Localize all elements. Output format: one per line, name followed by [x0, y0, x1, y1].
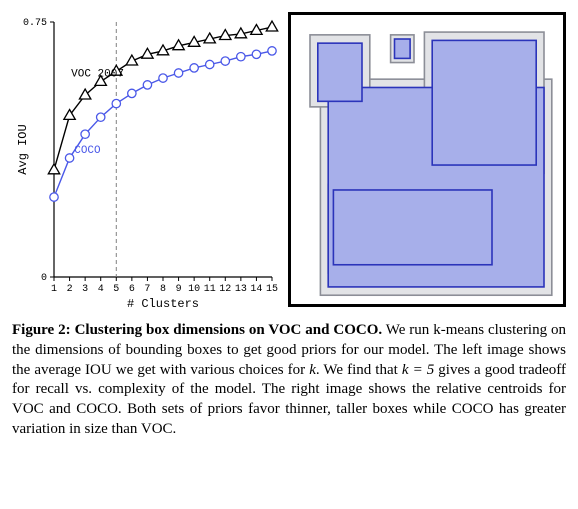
- svg-text:14: 14: [250, 284, 262, 295]
- svg-text:8: 8: [160, 284, 166, 295]
- box-diagram: [288, 12, 566, 307]
- svg-text:5: 5: [113, 284, 119, 295]
- caption-title: Clustering box dimensions on VOC and COC…: [75, 322, 383, 338]
- caption-label: Figure 2:: [12, 322, 71, 338]
- svg-text:1: 1: [51, 284, 57, 295]
- svg-text:10: 10: [188, 284, 200, 295]
- svg-text:15: 15: [266, 284, 278, 295]
- svg-text:0.75: 0.75: [23, 18, 47, 29]
- svg-text:4: 4: [98, 284, 104, 295]
- figure-row: 00.75123456789101112131415# ClustersAvg …: [12, 12, 566, 307]
- line-chart: 00.75123456789101112131415# ClustersAvg …: [12, 12, 280, 307]
- svg-text:3: 3: [82, 284, 88, 295]
- caption-kvar: k: [309, 362, 316, 378]
- svg-text:6: 6: [129, 284, 135, 295]
- svg-text:VOC 2007: VOC 2007: [71, 68, 124, 80]
- svg-text:7: 7: [144, 284, 150, 295]
- svg-text:COCO: COCO: [74, 145, 101, 157]
- svg-text:9: 9: [176, 284, 182, 295]
- figure-caption: Figure 2: Clustering box dimensions on V…: [12, 321, 566, 440]
- caption-keq: k = 5: [402, 362, 434, 378]
- svg-text:13: 13: [235, 284, 247, 295]
- svg-text:# Clusters: # Clusters: [127, 297, 199, 307]
- caption-text-2: . We find that: [316, 362, 402, 378]
- svg-text:2: 2: [67, 284, 73, 295]
- svg-text:12: 12: [219, 284, 231, 295]
- svg-text:11: 11: [204, 284, 216, 295]
- svg-text:0: 0: [41, 273, 47, 284]
- svg-text:Avg IOU: Avg IOU: [16, 124, 30, 174]
